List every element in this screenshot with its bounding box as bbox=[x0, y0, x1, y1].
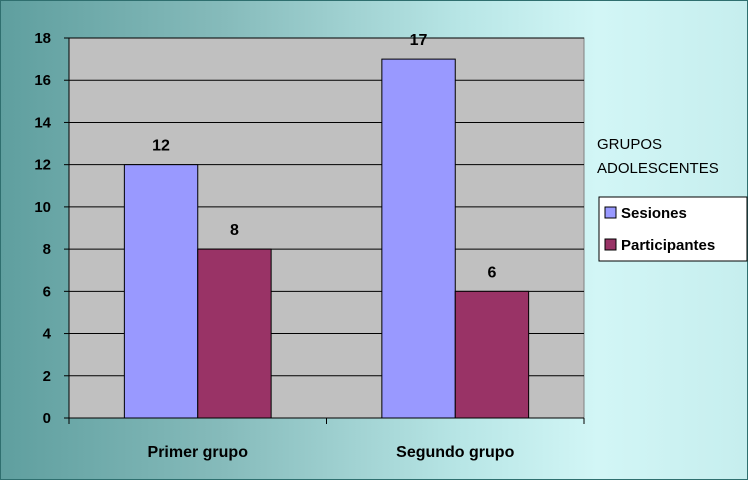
x-category-label: Segundo grupo bbox=[396, 444, 514, 461]
y-tick-label: 14 bbox=[34, 114, 51, 131]
bar-sesiones-1 bbox=[381, 58, 456, 419]
data-label: 17 bbox=[410, 32, 428, 49]
bar-participantes-0 bbox=[197, 248, 272, 419]
data-label: 8 bbox=[230, 222, 239, 239]
y-tick-label: 6 bbox=[43, 283, 51, 300]
legend-title-line-1: GRUPOS bbox=[597, 136, 662, 153]
y-tick-label: 8 bbox=[43, 241, 51, 258]
legend-title-line-2: ADOLESCENTES bbox=[597, 160, 719, 177]
y-axis: 0 2 4 6 8 10 12 14 16 18 bbox=[34, 30, 70, 427]
x-category-label: Primer grupo bbox=[148, 444, 249, 461]
y-tick-label: 10 bbox=[34, 199, 51, 216]
legend-label-sesiones: Sesiones bbox=[621, 205, 687, 222]
bar-participantes-1 bbox=[454, 290, 530, 419]
x-axis: Primer grupo Segundo grupo bbox=[68, 417, 585, 461]
legend-swatch-sesiones bbox=[604, 206, 617, 219]
data-label: 6 bbox=[487, 264, 496, 281]
legend-label-participantes: Participantes bbox=[621, 237, 715, 254]
legend: GRUPOS ADOLESCENTES Sesiones Participant… bbox=[597, 136, 748, 262]
data-labels: 12 17 8 6 bbox=[152, 32, 496, 281]
legend-swatch-participantes bbox=[604, 238, 617, 251]
bars bbox=[123, 58, 530, 419]
y-tick-label: 2 bbox=[43, 368, 51, 385]
y-tick-label: 18 bbox=[34, 30, 51, 47]
y-tick-label: 16 bbox=[34, 72, 51, 89]
legend-box bbox=[598, 196, 748, 262]
bar-sesiones-0 bbox=[123, 164, 199, 419]
y-tick-label: 12 bbox=[34, 157, 51, 174]
y-tick-label: 4 bbox=[43, 326, 52, 343]
data-label: 12 bbox=[152, 138, 170, 155]
y-tick-label: 0 bbox=[43, 410, 51, 427]
